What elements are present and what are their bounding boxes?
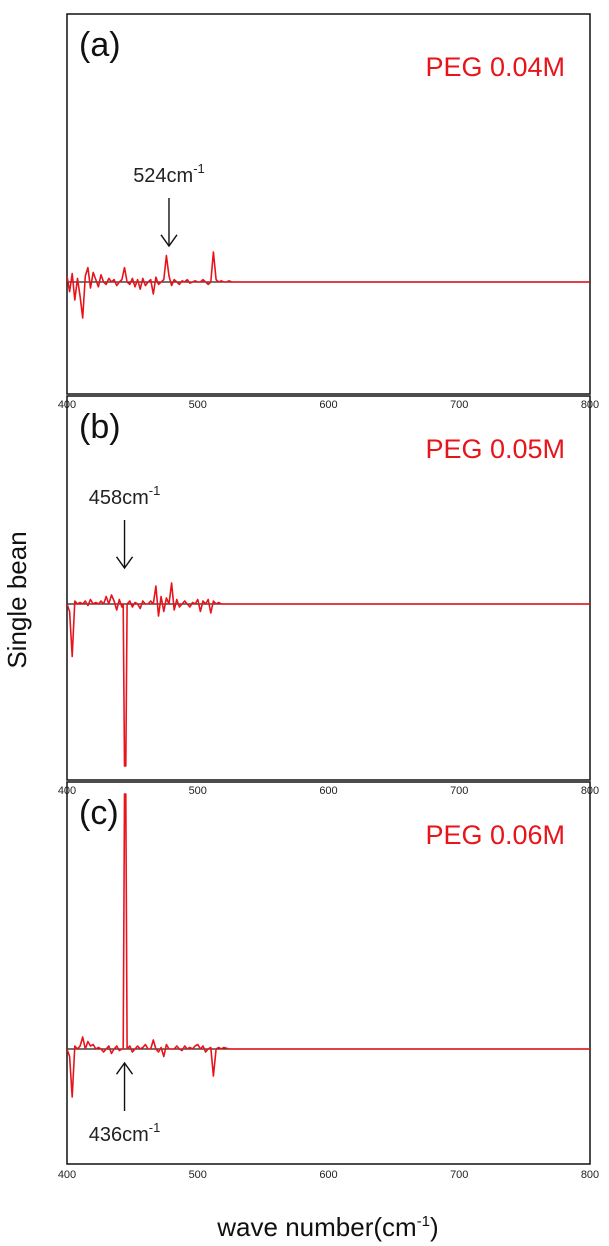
plot-frame [66,395,591,781]
panel-tag: (c) [79,794,119,832]
series-line [67,793,590,1098]
x-tick-label: 800 [581,1169,599,1181]
x-tick-label: 700 [450,1169,468,1181]
x-tick-label: 600 [319,399,337,411]
x-tick-label: 600 [319,1169,337,1181]
series-label: PEG 0.06M [425,820,565,850]
x-tick-label: 600 [319,785,337,797]
peak-label: 524cm-1 [133,161,205,187]
plot-frame [66,13,591,395]
arrow-head [115,556,134,570]
arrow-head [115,1061,134,1075]
peak-label: 458cm-1 [89,483,161,509]
series-line [67,582,590,767]
peak-annotation: 524cm-1 [133,161,205,248]
x-tick-label: 500 [189,785,207,797]
panel-3: 400 500 600 700 800 (c) PEG 0.06M 436cm-1 [58,781,599,1181]
x-tick-label: 700 [450,785,468,797]
series-label: PEG 0.04M [425,52,565,82]
panel-tag: (a) [79,26,121,64]
x-tick-label: 500 [189,399,207,411]
y-axis-title: Single bean [2,531,32,668]
x-tick-label: 500 [189,1169,207,1181]
plot-frame [66,781,591,1165]
series-label: PEG 0.05M [425,434,565,464]
peak-annotation: 436cm-1 [89,1061,161,1146]
x-axis-title: wave number(cm-1) [216,1212,438,1242]
series-line [67,251,590,319]
x-tick-label: 700 [450,399,468,411]
peak-label: 436cm-1 [89,1120,161,1146]
x-tick-label: 400 [58,1169,76,1181]
peak-annotation: 458cm-1 [89,483,161,570]
arrow-head [160,234,178,248]
panel-tag: (b) [79,408,121,446]
